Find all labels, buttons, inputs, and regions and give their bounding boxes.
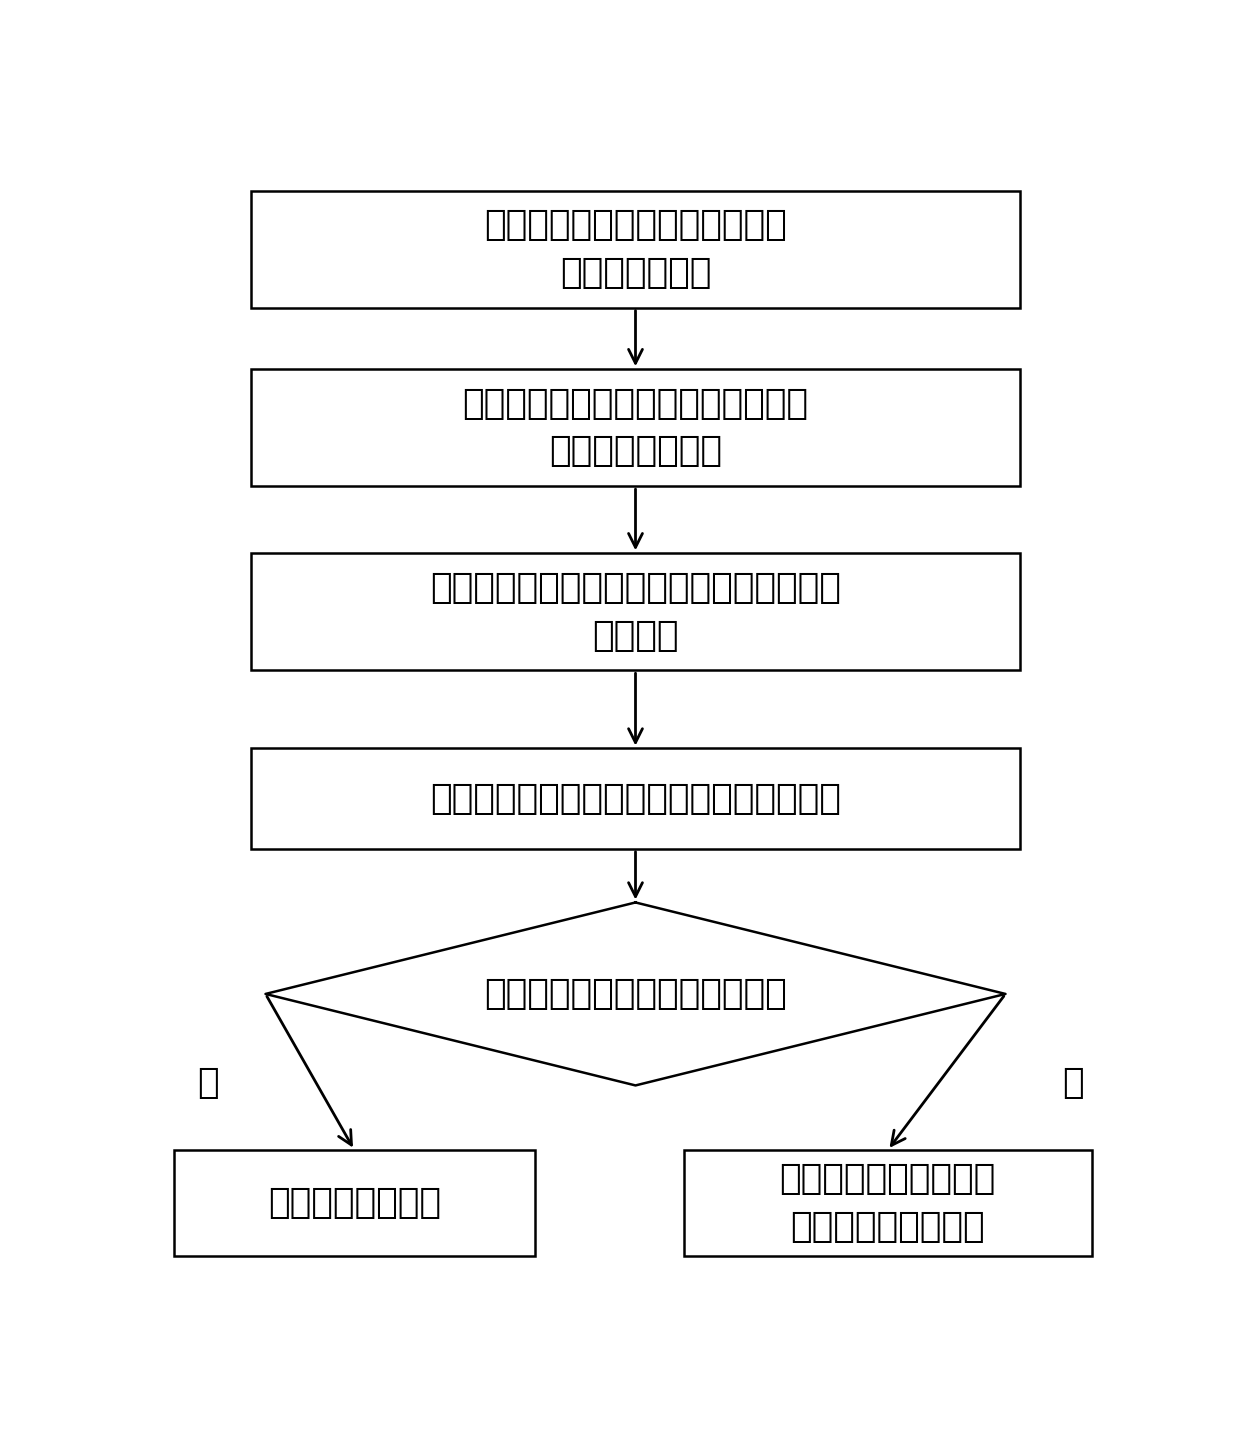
Bar <box>174 1151 534 1256</box>
Text: 是: 是 <box>197 1066 218 1100</box>
Bar <box>250 369 1021 487</box>
Text: 否: 否 <box>1061 1066 1084 1100</box>
Text: 判断两端的比值是否都小于阈值: 判断两端的比值是否都小于阈值 <box>484 977 787 1011</box>
Bar <box>250 554 1021 671</box>
Bar <box>250 191 1021 307</box>
Text: 在两端分别求最大和次大的模极大值的比值: 在两端分别求最大和次大的模极大值的比值 <box>430 781 841 816</box>
Bar <box>683 1151 1092 1256</box>
Text: 选择模极大值中最先到达的前四个模极大值
的绝对值: 选择模极大值中最先到达的前四个模极大值 的绝对值 <box>430 571 841 652</box>
Text: 选择比值小于阈值的一
端进行单端故障定位: 选择比值小于阈值的一 端进行单端故障定位 <box>780 1162 996 1243</box>
Text: 在电缆两端采集电压故障行波，
并进行去噪处理: 在电缆两端采集电压故障行波， 并进行去噪处理 <box>484 209 787 290</box>
Text: 将去噪后的电压行波进行小波变换，
并求小波模极大值: 将去噪后的电压行波进行小波变换， 并求小波模极大值 <box>463 387 808 468</box>
Bar <box>250 749 1021 849</box>
Text: 进行双端故障定位: 进行双端故障定位 <box>268 1187 441 1220</box>
